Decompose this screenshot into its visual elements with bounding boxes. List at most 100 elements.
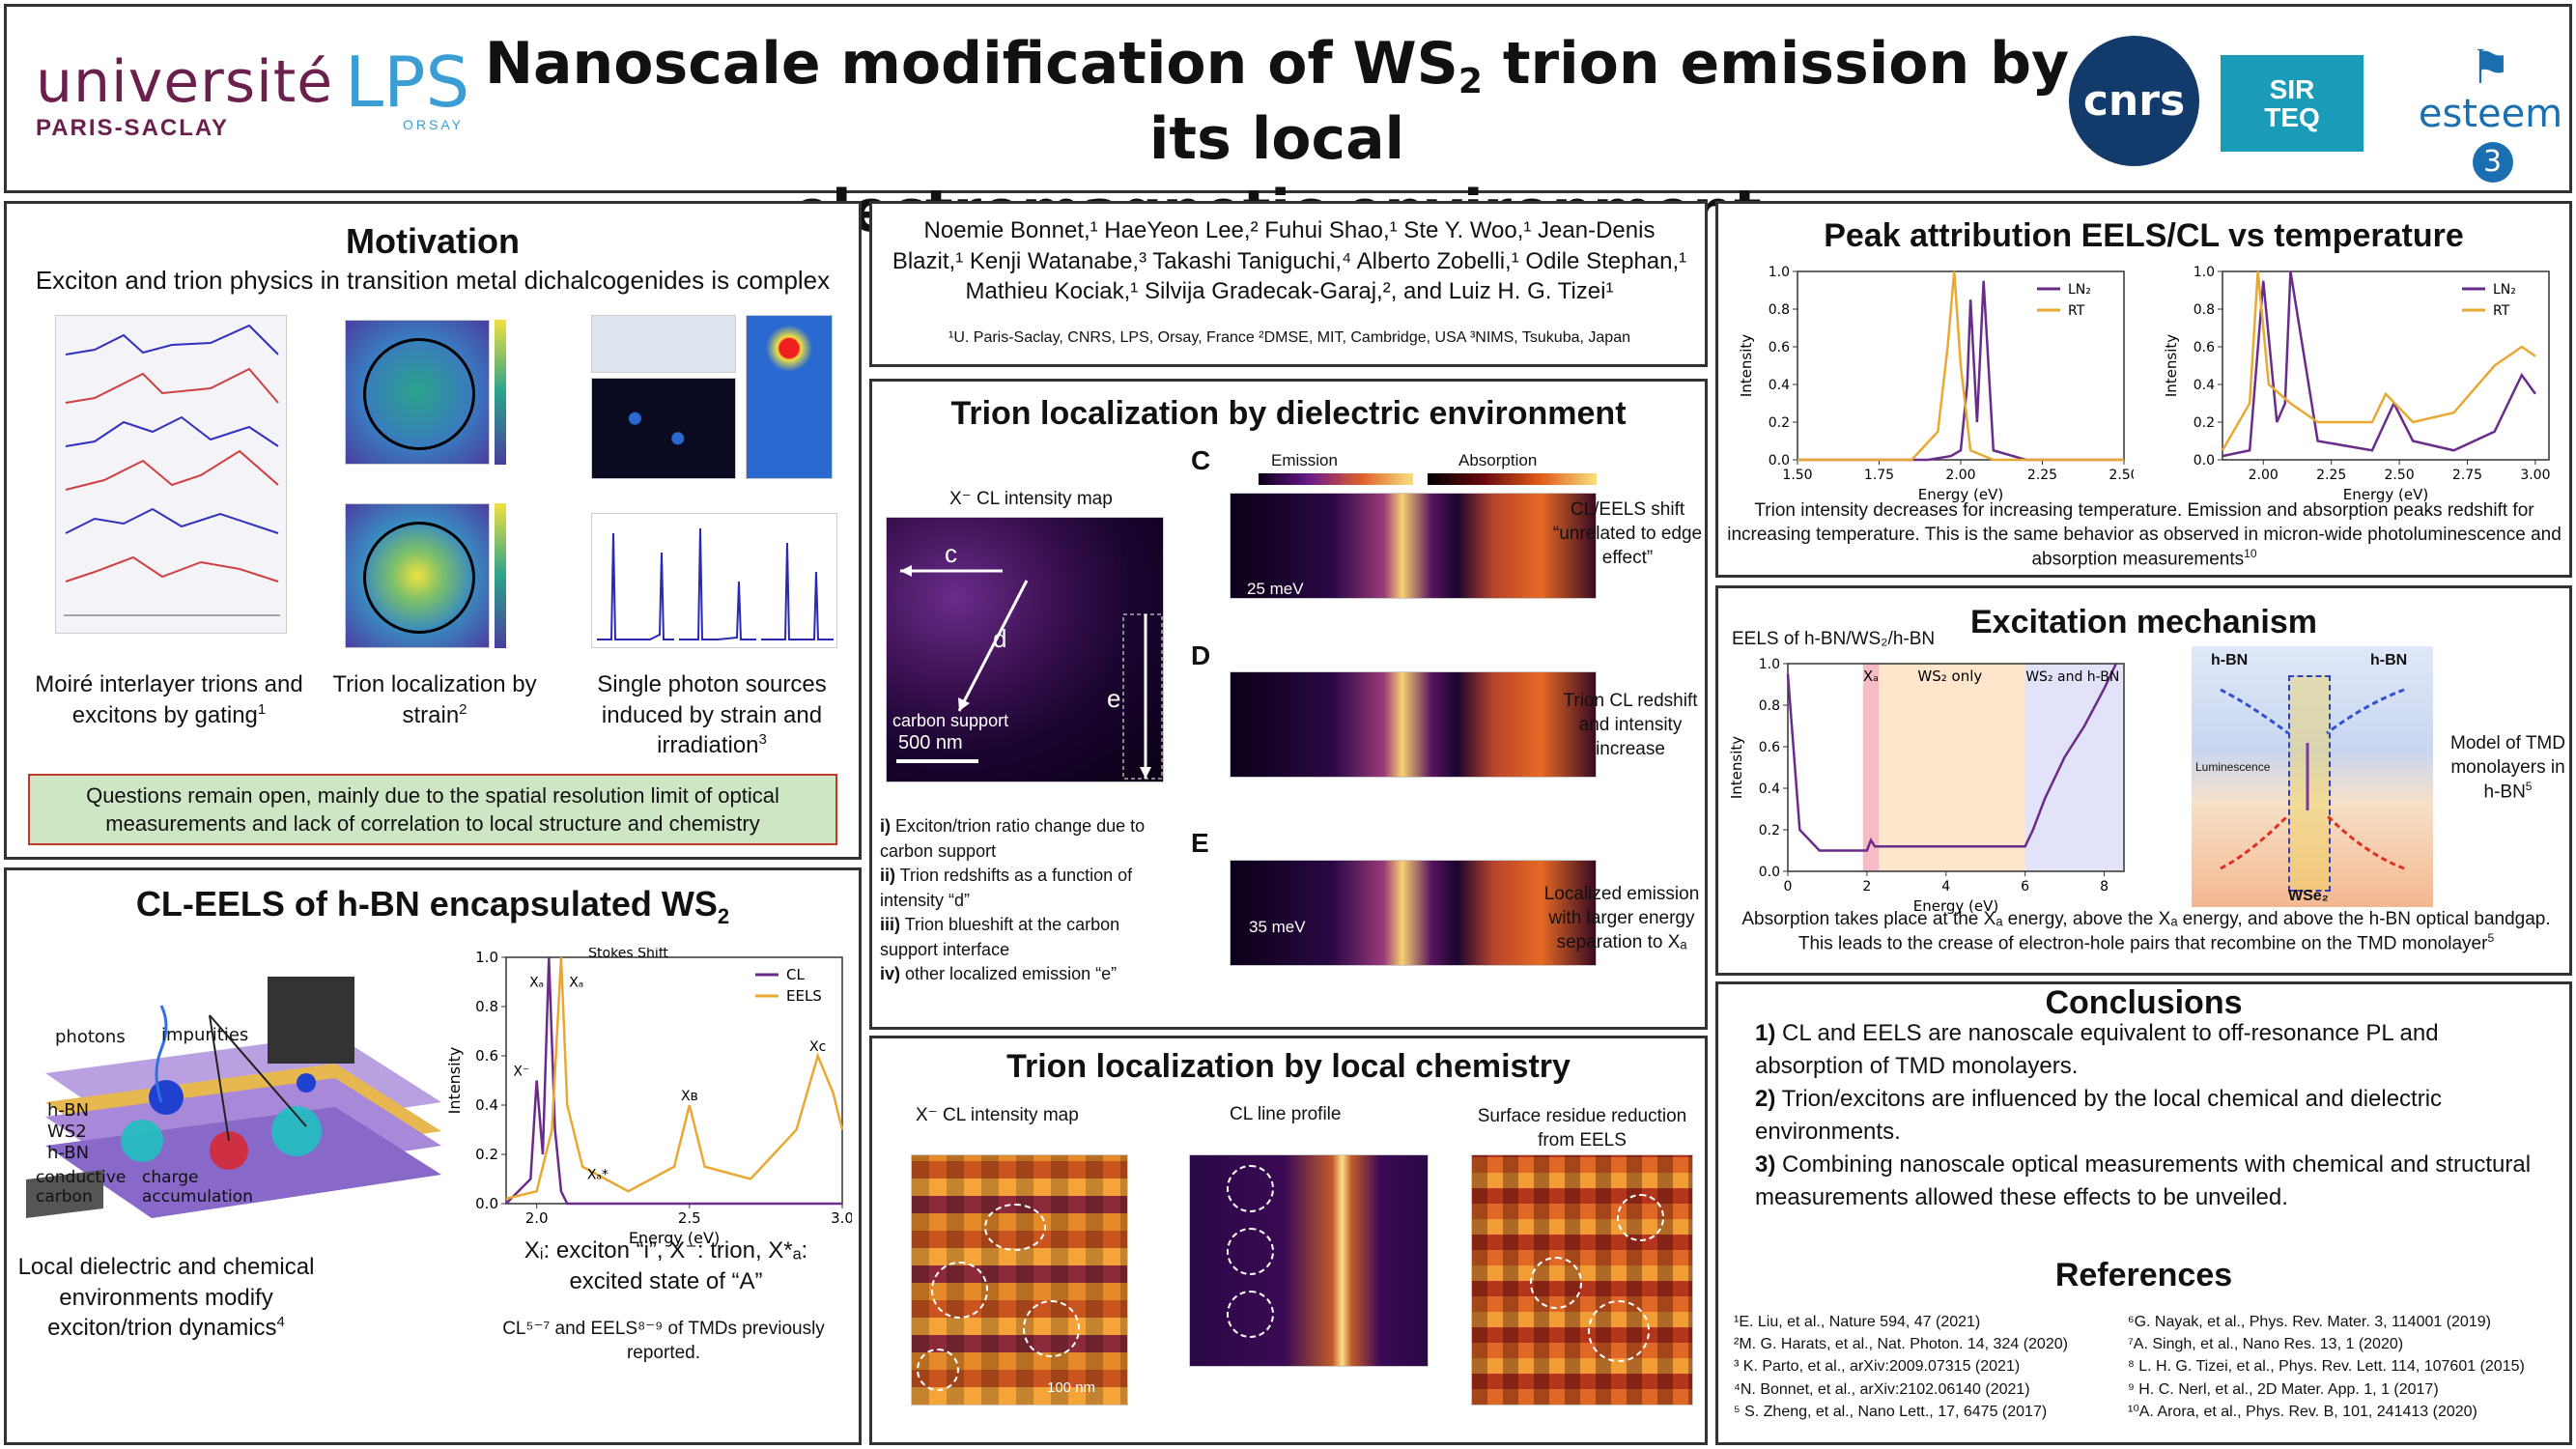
x-tick-label: 8 [2100,879,2109,895]
label-c: c [945,539,957,568]
y-tick-label: 0.6 [1759,740,1780,755]
band-model-arrows [2220,688,2405,870]
series-line [1798,270,2124,462]
x-tick-label: 2.25 [2027,468,2057,483]
plot-frame [2222,270,2550,461]
series-line [505,956,842,1206]
reference-item: ⁶G. Nayak, et al., Phys. Rev. Mater. 3, … [2128,1314,2491,1330]
conclusion-1: 1) CL and EELS are nanoscale equivalent … [1755,1020,2439,1080]
dielectric-title: Trion localization by dielectric environ… [950,395,1627,432]
x-tick-label: 6 [2021,879,2029,895]
x-tick-label: 2.00 [1945,468,1975,483]
x-tick-label: 2.75 [2452,468,2482,483]
y-tick-label: 0.0 [475,1195,498,1212]
excitation-plot-title: EELS of h-BN/WS₂/h-BN [1732,629,1936,649]
photon-source-map [591,378,736,479]
cleels-title: CL-EELS of h-BN encapsulated WS2 [135,884,730,928]
x-tick-label: 2 [1862,879,1871,895]
chart-annotation: Xₐ* [587,1168,609,1183]
device-schematic-svg [26,977,441,1218]
dielectric-cl-map: c d e carbon support 500 nm [886,517,1164,782]
dielectric-map-overlay [896,565,1163,780]
peak-chart-left: 1.50 1.75 2.00 2.25 2.50 0.0 0.2 0.4 0.6 0.8 1.0 En… [1738,262,2139,503]
panel-e-map [1230,860,1597,966]
region-label-xa: Xₐ [1863,668,1879,685]
peak-chart-right: 2.00 2.25 2.50 2.75 3.00 0.0 0.2 0.4 0.6 0.8 1.0 En… [2163,262,2559,503]
author-list: Noemie Bonnet,¹ HaeYeon Lee,² Fuhui Shao… [892,217,1687,305]
absorption-label: Absorption [1458,451,1538,469]
x-axis-label: Energy (eV) [629,1229,720,1247]
y-tick-label: 0.4 [2194,378,2215,393]
absorption-colorbar [1428,473,1597,485]
caption-single-photon: Single photon sources induced by strain … [597,671,827,759]
shift-35mev: 35 meV [1249,918,1306,936]
cleels-spectrum-chart: 2.0 2.5 3.0 0.0 0.2 0.4 0.6 0.8 1.0 Energy (eV) In… [445,946,854,1247]
y-tick-label: 0.4 [1759,781,1780,797]
conclusions-list: 1) CL and EELS are nanoscale equivalent … [1755,1017,2547,1214]
peak-panel: Peak attribution EELS/CL vs temperature … [1715,201,2572,578]
chart-annotation: X⁻ [513,1064,529,1079]
peak-title: Peak attribution EELS/CL vs temperature [1824,217,2464,254]
label-hbn-top: h-BN [47,1100,90,1121]
motivation-subtitle: Exciton and trion physics in transition … [35,266,831,295]
panel-e-label: E [1191,828,1209,858]
emission-label: Emission [1271,451,1338,469]
legend-label: RT [2493,303,2510,319]
y-tick-label: 0.6 [2194,340,2215,355]
chemistry-panel: Trion localization by local chemistry X⁻… [869,1036,1708,1445]
note-c: CL/EELS shift “unrelated to edge effect” [1552,499,1703,569]
y-tick-label: 0.6 [1769,340,1790,355]
region-band [2024,664,2124,871]
luminescence-label: Luminescence [2195,760,2271,774]
excitation-panel: Excitation mechanism EELS of h-BN/WS₂/h-… [1715,585,2572,976]
y-tick-label: 0.0 [1769,453,1790,469]
motivation-title: Motivation [346,221,520,261]
x-tick-label: 2.00 [2249,468,2279,483]
open-questions-note: Questions remain open, mainly due to the… [28,774,837,846]
affiliations: ¹U. Paris-Saclay, CNRS, LPS, Orsay, Fran… [948,329,1630,346]
y-tick-label: 0.6 [475,1047,498,1065]
legend-label: LN₂ [2068,282,2091,298]
line-profile-title: CL line profile [1230,1104,1342,1124]
sirteq-logo: SIR TEQ [2221,55,2364,152]
y-axis-label: Intensity [1738,334,1755,397]
x-tick-label: 4 [1941,879,1950,895]
x-axis-label: Energy (eV) [1918,486,2003,503]
label-conductive-carbon: conductive carbon [36,1168,127,1207]
panel-c-label: C [1191,445,1211,475]
photon-source-schematic [591,315,736,373]
references-left: ¹E. Liu, et al., Nature 594, 47 (2021) ²… [1734,1311,2120,1423]
y-tick-label: 0.4 [1769,378,1790,393]
y-tick-label: 0.8 [475,998,498,1015]
region-label-both: WS₂ and h-BN [2025,669,2119,685]
label-hbn-bottom: h-BN [47,1143,90,1163]
reference-item: ³ K. Parto, et al., arXiv:2009.07315 (20… [1734,1358,2021,1376]
chemistry-cl-map: 100 nm [911,1154,1128,1406]
x-tick-label: 0 [1784,879,1793,895]
cleels-caption: Local dielectric and chemical environmen… [17,1254,315,1342]
strain-colorbar-top [495,320,506,465]
header-panel: université PARIS-SACLAY LPS ORSAY Nanosc… [4,4,2572,245]
photon-spectra-svg [597,527,834,640]
x-tick-label: 3.00 [2520,468,2550,483]
label-photons: photons [55,1027,126,1047]
label-d: d [993,624,1007,653]
cleels-chart-svg: 2.0 2.5 3.0 0.0 0.2 0.4 0.6 0.8 1.0 Energy (eV) In… [445,946,854,1247]
band-model-diagram: h-BN h-BN Luminescence WSe₂ [2192,646,2433,907]
panel-c-map [1230,493,1597,599]
y-tick-label: 0.8 [1759,698,1780,714]
lps-logo: LPS ORSAY [345,42,470,132]
cleels-footnote: CL⁵⁻⁷ and EELS⁸⁻⁹ of TMDs previously rep… [502,1319,825,1364]
dielectric-observations: i) Exciton/trion ratio change due to car… [880,814,1170,987]
authors-panel: Noemie Bonnet,¹ HaeYeon Lee,² Fuhui Shao… [869,201,1708,367]
label-charge-accumulation: charge accumulation [142,1168,253,1207]
y-tick-label: 1.0 [1759,657,1780,672]
peak-left-svg: 1.50 1.75 2.00 2.25 2.50 0.0 0.2 0.4 0.6 0.8 1.0 En… [1738,265,2139,503]
y-tick-label: 0.2 [1759,823,1780,838]
reference-item: ⁴N. Bonnet, et al., arXiv:2102.06140 (20… [1734,1380,2030,1398]
legend-label: RT [2068,303,2085,319]
x-axis-label: Energy (eV) [1913,897,1998,915]
y-tick-label: 1.0 [475,949,498,966]
x-axis-label: Energy (eV) [2343,486,2428,503]
x-tick-label: 1.75 [1864,468,1894,483]
